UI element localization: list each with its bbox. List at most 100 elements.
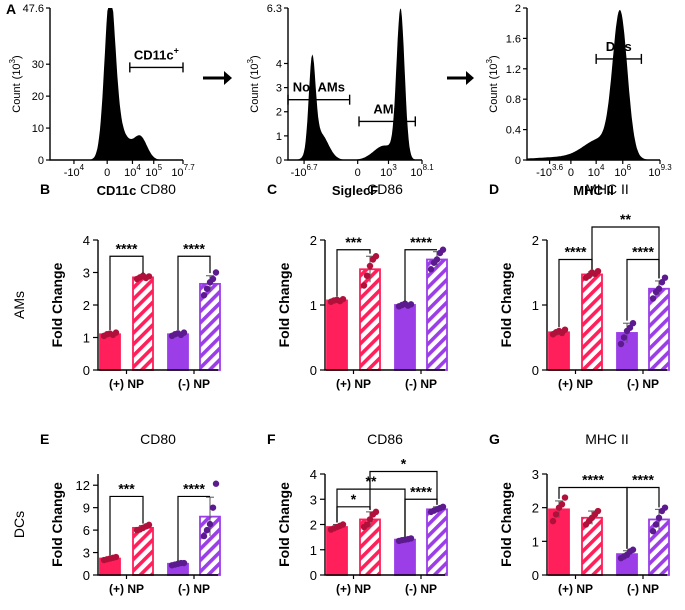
data-point	[629, 320, 637, 327]
gate-label-text: Not AMs	[293, 80, 345, 95]
x-tick-exponent: 6	[627, 163, 632, 172]
y-tick-label: 0	[532, 363, 539, 378]
x-tick-base: 10	[410, 167, 422, 179]
y-axis-label: Fold Change	[276, 482, 292, 567]
x-tick-base: 10	[145, 167, 157, 179]
category-label: (-) NP	[178, 582, 210, 596]
bar	[326, 299, 348, 371]
y-tick-label: 3	[310, 492, 317, 507]
gate-label: CD11c+	[134, 45, 179, 62]
significance-bracket	[177, 495, 210, 562]
significance-stars: ****	[410, 483, 432, 499]
x-tick-label: -104	[64, 163, 85, 179]
significance-stars: ****	[632, 471, 654, 487]
data-point	[594, 507, 602, 515]
y-tick-label: 0.8	[506, 94, 521, 106]
ylabel-text: Count	[11, 83, 23, 112]
gate-label: DCs	[606, 39, 632, 54]
y-axis-label: Fold Change	[498, 482, 514, 567]
ylabel-close: )	[11, 55, 23, 59]
x-tick-label: 107.7	[171, 163, 195, 179]
data-point	[203, 285, 211, 292]
ylabel-multiplier: (10	[488, 63, 500, 79]
gating-arrow-head	[224, 71, 232, 85]
data-point	[649, 295, 657, 302]
category-label: (-) NP	[178, 377, 210, 391]
y-tick-label: 6	[83, 523, 90, 538]
data-point	[180, 559, 188, 567]
y-tick-label: 0	[276, 155, 282, 167]
y-tick-label: 0	[310, 568, 317, 583]
significance-stars: ****	[116, 240, 138, 256]
data-point	[363, 521, 371, 528]
data-point	[339, 295, 347, 303]
panel-title: CD80	[140, 181, 176, 197]
data-point	[427, 266, 435, 273]
data-point	[594, 268, 602, 275]
panel-title: CD86	[367, 181, 403, 197]
y-tick-label: 0	[38, 155, 44, 167]
y-tick-label: 6.3	[267, 3, 282, 15]
significance-bracket	[109, 495, 144, 556]
gate-label-text: DCs	[606, 39, 632, 54]
data-point	[649, 528, 657, 535]
ylabel-close: )	[249, 55, 261, 59]
significance-stars: ****	[582, 471, 604, 487]
panel-label-C: C	[267, 181, 277, 197]
category-label: (+) NP	[109, 582, 144, 596]
x-tick-base: 10	[588, 167, 600, 179]
y-tick-label: 9	[83, 501, 90, 516]
bar	[394, 538, 416, 576]
significance-bracket	[591, 226, 660, 279]
y-tick-label: 3	[276, 83, 282, 95]
category-label: (+) NP	[336, 377, 371, 391]
panel-label-G: G	[489, 431, 500, 447]
gate-label: Not AMs	[293, 80, 345, 95]
y-tick-label: 0	[83, 363, 90, 378]
significance-stars: **	[366, 473, 377, 489]
significance-stars: *	[401, 455, 407, 471]
ylabel-multiplier: (10	[11, 63, 23, 79]
category-label: (+) NP	[336, 582, 371, 596]
y-tick-label: 2	[532, 233, 539, 248]
x-tick-base: -10	[536, 167, 552, 179]
data-point	[629, 546, 637, 553]
data-point	[661, 504, 669, 511]
y-axis-label: Count (103)	[8, 55, 23, 112]
y-axis-label: Fold Change	[276, 262, 292, 347]
data-point	[620, 334, 628, 341]
panel-label-A1: A	[6, 1, 16, 17]
gating-arrows	[203, 71, 474, 85]
y-axis-label: Fold Change	[49, 482, 65, 567]
bar-panel-B: B CD80 AMs Fold Change 0 1 2 3 4 (+) NP (-) NP ****…	[11, 181, 221, 391]
x-tick-exponent: 9.3	[661, 163, 673, 172]
bar	[548, 331, 570, 371]
x-tick-zero-label: 0	[104, 167, 110, 179]
significance-stars: ***	[118, 480, 135, 496]
y-tick-label: 2	[515, 3, 521, 15]
panel-title: MHC II	[585, 181, 629, 197]
x-tick-exponent: 4	[600, 163, 605, 172]
x-tick-base: 0	[355, 167, 361, 179]
x-tick-base: 10	[614, 167, 626, 179]
ylabel-multiplier: (10	[249, 63, 261, 79]
ylabel-exponent: 3	[8, 58, 17, 63]
bar	[99, 333, 121, 371]
x-axis-label: MHC II	[573, 183, 613, 198]
data-point	[112, 329, 120, 336]
data-point	[212, 480, 220, 487]
y-tick-label: 10	[32, 123, 44, 135]
gate-label-sup: +	[174, 45, 179, 55]
y-tick-label: 1	[310, 543, 317, 558]
ylabel-text: Count	[249, 83, 261, 112]
data-point	[203, 526, 211, 534]
significance-stars: ****	[565, 244, 587, 260]
panel-title: CD80	[140, 431, 176, 447]
x-tick-label: 109.3	[648, 163, 672, 179]
category-label: (+) NP	[558, 377, 593, 391]
significance-bracket	[177, 255, 211, 331]
